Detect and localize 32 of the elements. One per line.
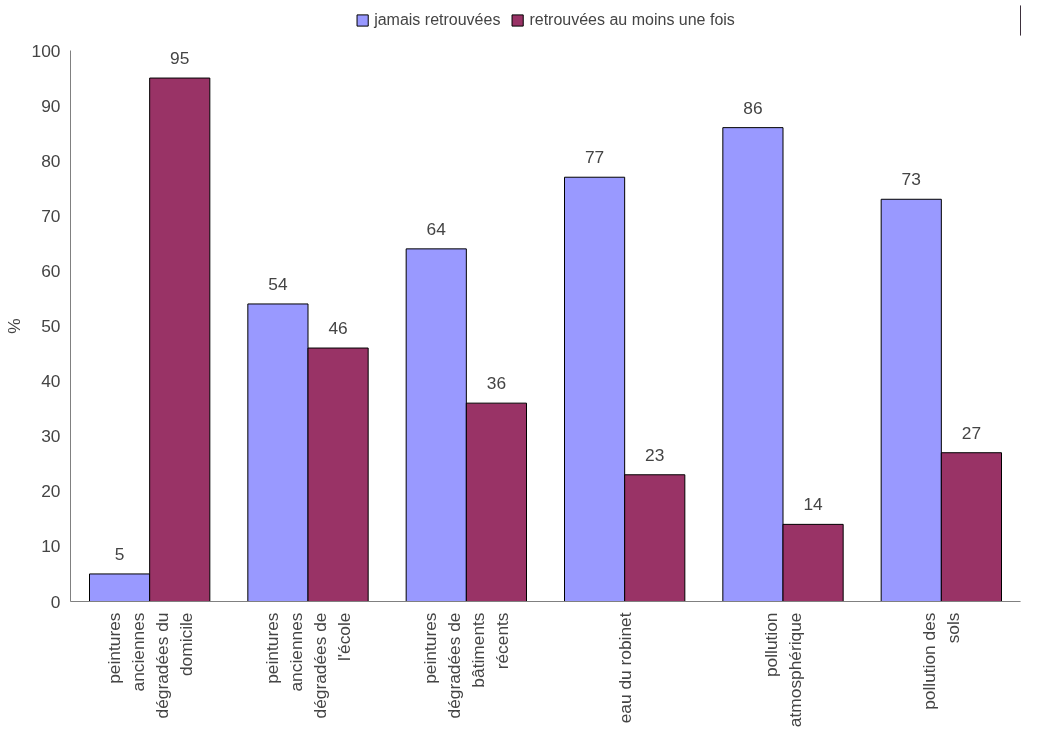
data-label: 73 bbox=[901, 169, 921, 190]
y-tick-label: 0 bbox=[50, 591, 61, 612]
y-tick-label: 10 bbox=[41, 536, 61, 557]
data-label: 54 bbox=[268, 273, 288, 294]
data-label: 46 bbox=[328, 318, 348, 339]
data-label: 36 bbox=[486, 373, 507, 394]
x-tick-label: peintures anciennes dégradées de l'école bbox=[262, 612, 354, 719]
data-label: 95 bbox=[170, 48, 190, 69]
y-tick-label: 60 bbox=[41, 260, 61, 281]
y-tick-label: 90 bbox=[41, 95, 61, 116]
y-tick-label: 80 bbox=[41, 150, 61, 171]
legend-label: jamais retrouvées bbox=[374, 11, 501, 29]
x-tick-label: eau du robinet bbox=[614, 612, 635, 724]
data-label: 77 bbox=[584, 147, 605, 168]
y-tick-label: 50 bbox=[41, 316, 61, 336]
y-tick-label: 70 bbox=[41, 205, 61, 226]
x-tick-label: peintures dégradées de bâtiments récents bbox=[420, 612, 513, 719]
data-label: 86 bbox=[743, 97, 763, 118]
x-tick-label: pollution atmosphérique bbox=[761, 612, 805, 728]
y-tick-label: 20 bbox=[41, 481, 61, 502]
data-label: 5 bbox=[114, 543, 125, 564]
y-tick-label: 30 bbox=[41, 426, 61, 447]
x-tick-label: peintures anciennes dégradées du domicile bbox=[103, 612, 196, 719]
y-tick-label: 100 bbox=[31, 40, 61, 61]
data-label: 14 bbox=[803, 494, 824, 515]
legend-label: retrouvées au moins une fois bbox=[529, 11, 735, 29]
y-tick-label: 40 bbox=[41, 371, 61, 392]
data-label: 27 bbox=[961, 422, 982, 443]
data-label: 23 bbox=[645, 444, 665, 465]
data-label: 64 bbox=[426, 218, 447, 239]
y-axis-title: % bbox=[3, 318, 24, 334]
x-tick-label: pollution des sols bbox=[919, 612, 964, 710]
